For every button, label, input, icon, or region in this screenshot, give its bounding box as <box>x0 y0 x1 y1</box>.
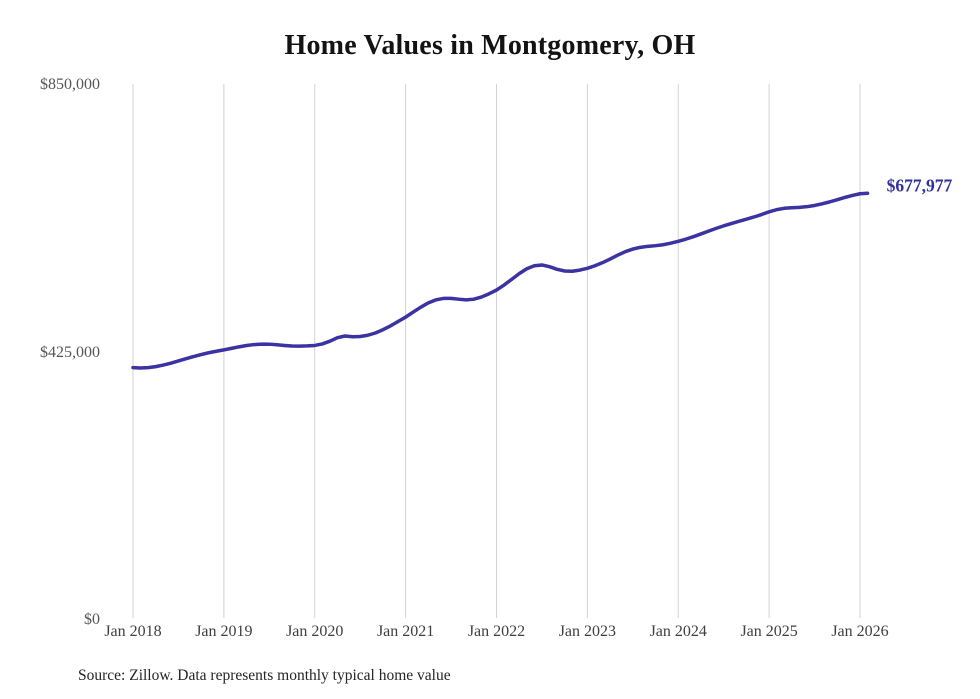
x-tick-label: Jan 2021 <box>376 623 435 640</box>
x-tick-label: Jan 2022 <box>467 623 526 640</box>
x-tick-label: Jan 2024 <box>649 623 707 640</box>
x-tick-label: Jan 2025 <box>740 623 798 640</box>
y-tick-label: $850,000 <box>40 76 100 93</box>
x-tick-label: Jan 2018 <box>104 623 162 640</box>
x-tick-label: Jan 2026 <box>831 623 889 640</box>
x-tick-label: Jan 2019 <box>195 623 253 640</box>
x-tick-label: Jan 2020 <box>286 623 344 640</box>
chart-title: Home Values in Montgomery, OH <box>284 30 696 61</box>
y-tick-label: $425,000 <box>40 343 100 361</box>
home-value-line-series <box>131 191 870 370</box>
y-tick-label: $0 <box>84 611 100 628</box>
x-tick-label: Jan 2023 <box>558 623 617 640</box>
latest-value-label: $677,977 <box>886 175 953 196</box>
source-note: Source: Zillow. Data represents monthly … <box>78 667 451 684</box>
vertical-gridlines <box>132 84 861 618</box>
